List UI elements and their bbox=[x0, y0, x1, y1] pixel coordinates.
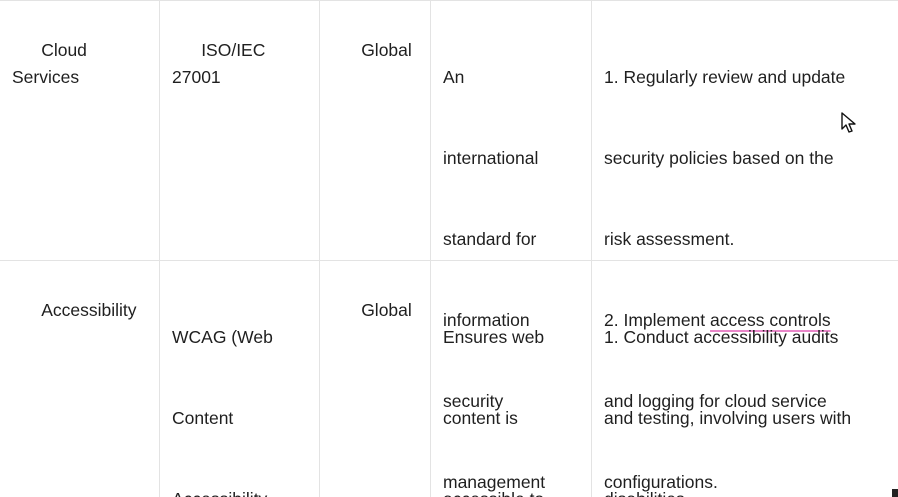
description-line: management bbox=[443, 472, 546, 492]
standard-line: WCAG (Web bbox=[172, 327, 273, 347]
table-row: Accessibility WCAG (Web Content Accessib… bbox=[0, 261, 898, 497]
standard-line: Content bbox=[172, 408, 234, 428]
description-line: accessible to bbox=[443, 486, 579, 497]
actions-line: and testing, involving users with bbox=[604, 408, 852, 428]
region-text: Global bbox=[361, 300, 412, 320]
actions-line: and logging for cloud service bbox=[604, 391, 827, 411]
actions-text: 2. Implement bbox=[604, 310, 711, 330]
area-text: Cloud Services bbox=[12, 40, 92, 87]
description-line: standard for bbox=[443, 229, 537, 249]
area-cell[interactable]: Cloud Services bbox=[0, 1, 160, 260]
description-line: international bbox=[443, 148, 539, 168]
standard-cell[interactable]: ISO/IEC 27001 bbox=[160, 1, 320, 260]
actions-line-with-link: 2. Implement access controls bbox=[604, 307, 886, 334]
area-text: Accessibility bbox=[41, 300, 137, 320]
mouse-pointer-icon bbox=[841, 112, 856, 133]
actions-cell[interactable]: 1. Conduct accessibility audits and test… bbox=[592, 261, 898, 497]
description-line: security bbox=[443, 391, 504, 411]
description-line: content is bbox=[443, 408, 518, 428]
region-cell[interactable]: Global bbox=[320, 1, 431, 260]
description-line: An bbox=[443, 67, 465, 87]
spellcheck-underlined-phrase[interactable]: access controls bbox=[710, 310, 831, 330]
region-cell[interactable]: Global bbox=[320, 261, 431, 497]
actions-cell[interactable]: 1. Regularly review and update security … bbox=[592, 1, 898, 492]
actions-line: 1. Conduct accessibility audits bbox=[604, 327, 839, 347]
window-corner-marker bbox=[892, 489, 898, 497]
area-cell[interactable]: Accessibility bbox=[0, 261, 160, 497]
actions-line: security policies based on the bbox=[604, 148, 834, 168]
description-line: information bbox=[443, 310, 530, 330]
actions-line: disabilities. bbox=[604, 486, 886, 497]
description-cell[interactable]: Ensures web content is accessible to peo… bbox=[431, 261, 592, 497]
standard-line: Accessibility bbox=[172, 486, 307, 497]
actions-line: risk assessment. bbox=[604, 229, 735, 249]
region-text: Global bbox=[361, 40, 412, 60]
actions-line: configurations. bbox=[604, 472, 718, 492]
actions-line: 1. Regularly review and update bbox=[604, 67, 846, 87]
description-cell[interactable]: An international standard for informatio… bbox=[431, 1, 592, 492]
description-line: Ensures web bbox=[443, 327, 545, 347]
standard-cell[interactable]: WCAG (Web Content Accessibility Guidelin… bbox=[160, 261, 320, 497]
standard-text: ISO/IEC 27001 bbox=[172, 40, 271, 87]
